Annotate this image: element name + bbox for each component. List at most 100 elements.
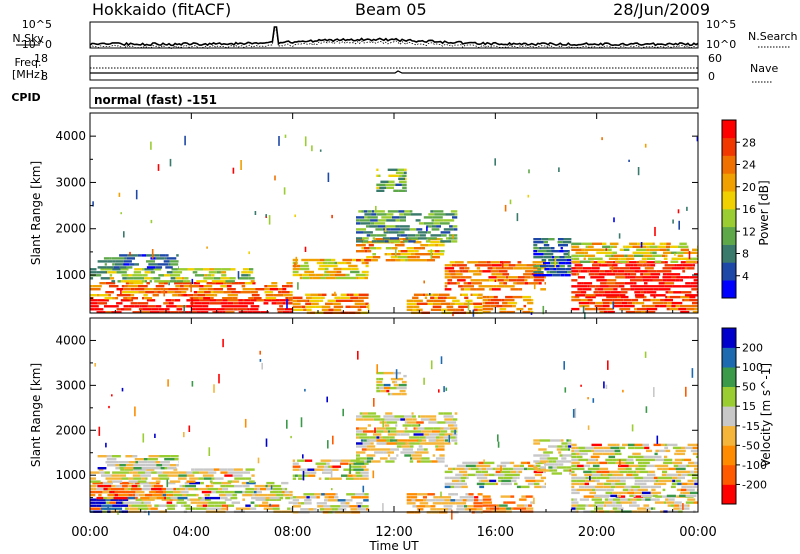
heatmap-cell [533, 241, 544, 244]
heatmap-cell [629, 504, 640, 507]
heatmap-cell [166, 305, 177, 308]
heatmap-cell [487, 267, 493, 270]
heatmap-cell [575, 452, 580, 456]
heatmap-cell [629, 494, 634, 498]
heatmap-cell [114, 263, 124, 266]
heatmap-speckle [331, 214, 333, 219]
heatmap-cell [533, 439, 540, 442]
heatmap-cell [326, 270, 337, 274]
heatmap-cell [147, 458, 158, 461]
heatmap-cell [234, 484, 243, 488]
heatmap-cell [202, 474, 214, 477]
heatmap-cell [395, 219, 400, 222]
heatmap-cell [627, 498, 631, 501]
heatmap-cell [448, 508, 452, 511]
heatmap-cell [320, 459, 331, 462]
heatmap-cell [310, 293, 318, 296]
heatmap-cell [340, 462, 349, 465]
heatmap-cell [466, 499, 474, 502]
heatmap-cell [378, 377, 384, 381]
heatmap-speckle [142, 433, 145, 443]
heatmap-cell [413, 433, 424, 436]
heatmap-cell [141, 305, 148, 308]
date-title: 28/Jun/2009 [613, 0, 710, 19]
heatmap-cell [543, 262, 551, 265]
heatmap-cell [201, 496, 205, 500]
heatmap-cell [667, 301, 672, 305]
heatmap-cell [170, 311, 179, 314]
heatmap-cell [615, 282, 625, 285]
heatmap-cell [609, 301, 614, 305]
heatmap-cell [326, 468, 333, 471]
heatmap-cell [400, 433, 410, 436]
heatmap-speckle [218, 373, 220, 384]
heatmap-cell [541, 485, 546, 489]
heatmap-cell [487, 298, 491, 302]
heatmap-cell [106, 458, 117, 461]
heatmap-cell [509, 473, 520, 477]
heatmap-cell [638, 464, 647, 468]
heatmap-cell [590, 248, 595, 251]
heatmap-cell [548, 466, 553, 469]
colorbar-swatch [722, 191, 736, 210]
heatmap-cell [649, 245, 658, 248]
heatmap-cell [111, 280, 116, 283]
heatmap-cell [653, 507, 656, 510]
heatmap-cell [389, 386, 397, 390]
heatmap-cell [563, 250, 570, 253]
heatmap-cell [247, 282, 253, 285]
heatmap-cell [671, 301, 683, 305]
heatmap-cell [227, 471, 236, 474]
heatmap-cell [460, 288, 465, 291]
heatmap-cell [360, 439, 364, 442]
heatmap-cell [304, 499, 312, 502]
heatmap-cell [493, 295, 498, 299]
heatmap-cell [584, 298, 588, 302]
heatmap-speckle [294, 262, 296, 268]
heatmap-cell [391, 451, 394, 454]
heatmap-cell [559, 256, 565, 259]
heatmap-speckle [157, 164, 160, 171]
heatmap-speckle [533, 497, 535, 505]
heatmap-cell [687, 504, 690, 507]
heatmap-cell [371, 259, 378, 262]
heatmap-cell [143, 294, 148, 297]
heatmap-cell [601, 470, 610, 474]
heatmap-speckle [568, 251, 570, 259]
heatmap-cell [657, 467, 663, 471]
heatmap-cell [571, 270, 579, 273]
heatmap-cell [499, 310, 507, 314]
heatmap-cell [465, 299, 473, 302]
heatmap-cell [596, 504, 604, 507]
heatmap-cell [452, 418, 458, 421]
heatmap-cell [151, 308, 159, 311]
heatmap-cell [133, 477, 137, 480]
heatmap-cell [96, 294, 100, 297]
colorbar-swatch [722, 367, 736, 387]
heatmap-speckle [613, 217, 615, 223]
heatmap-cell [571, 254, 579, 257]
heatmap-cell [490, 270, 499, 273]
heatmap-cell [646, 507, 651, 510]
heatmap-cell [380, 418, 385, 421]
heatmap-cell [476, 267, 481, 270]
heatmap-cell [318, 267, 325, 271]
heatmap-cell [556, 460, 566, 463]
heatmap-cell [578, 485, 585, 489]
heatmap-cell [571, 455, 577, 459]
heatmap-cell [646, 245, 650, 248]
colorbar-tick-label: 200 [742, 342, 763, 355]
heatmap-cell [592, 242, 602, 245]
y-tick-label: 2000 [55, 222, 86, 236]
heatmap-cell [606, 488, 614, 492]
heatmap-cell [90, 498, 97, 501]
heatmap-cell [292, 273, 300, 277]
heatmap-cell [395, 171, 404, 174]
heatmap-cell [534, 485, 542, 489]
heatmap-cell [160, 467, 165, 470]
heatmap-cell [346, 293, 350, 296]
heatmap-cell [681, 245, 689, 248]
heatmap-cell [362, 415, 372, 418]
heatmap-cell [630, 498, 634, 501]
heatmap-cell [195, 308, 206, 311]
